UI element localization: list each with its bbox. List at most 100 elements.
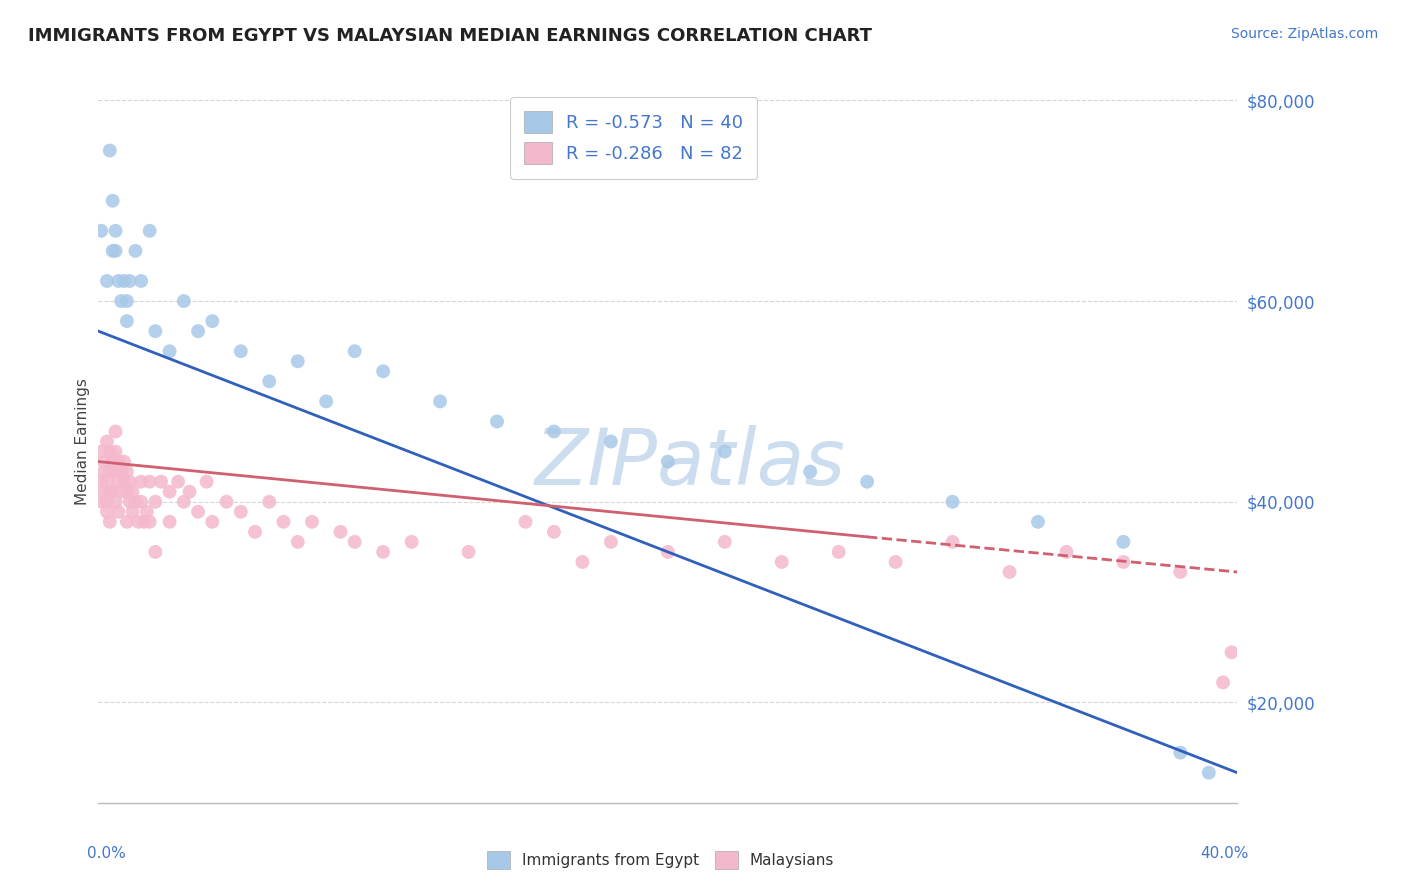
Point xyxy=(657,454,679,469)
Point xyxy=(138,475,160,489)
Point xyxy=(884,555,907,569)
Point xyxy=(118,274,141,288)
Point xyxy=(124,494,146,508)
Point xyxy=(173,293,195,308)
Point xyxy=(93,454,115,469)
Text: IMMIGRANTS FROM EGYPT VS MALAYSIAN MEDIAN EARNINGS CORRELATION CHART: IMMIGRANTS FROM EGYPT VS MALAYSIAN MEDIA… xyxy=(28,27,872,45)
Point xyxy=(104,224,127,238)
Point xyxy=(343,344,366,359)
Point xyxy=(600,534,623,549)
Point xyxy=(856,475,879,489)
Point xyxy=(145,324,167,338)
Point xyxy=(104,444,127,458)
Point xyxy=(138,224,160,238)
Point xyxy=(486,414,509,428)
Point xyxy=(96,274,118,288)
Point xyxy=(315,394,337,409)
Point xyxy=(145,545,167,559)
Point xyxy=(115,515,138,529)
Point xyxy=(301,515,323,529)
Point xyxy=(1112,555,1135,569)
Point xyxy=(90,224,112,238)
Point xyxy=(96,505,118,519)
Point xyxy=(121,505,143,519)
Point xyxy=(1056,545,1078,559)
Legend: Immigrants from Egypt, Malaysians: Immigrants from Egypt, Malaysians xyxy=(481,845,841,875)
Point xyxy=(115,293,138,308)
Text: 40.0%: 40.0% xyxy=(1201,847,1249,861)
Point xyxy=(714,534,737,549)
Point xyxy=(135,505,157,519)
Point xyxy=(287,534,309,549)
Point xyxy=(828,545,851,559)
Point xyxy=(1026,515,1049,529)
Point xyxy=(115,314,138,328)
Point xyxy=(90,444,112,458)
Point xyxy=(373,364,395,378)
Point xyxy=(457,545,479,559)
Point xyxy=(543,524,565,539)
Point xyxy=(101,484,124,499)
Point xyxy=(107,454,129,469)
Point xyxy=(229,344,252,359)
Point xyxy=(600,434,623,449)
Text: Source: ZipAtlas.com: Source: ZipAtlas.com xyxy=(1230,27,1378,41)
Point xyxy=(173,494,195,508)
Point xyxy=(96,475,118,489)
Point xyxy=(101,244,124,258)
Point xyxy=(110,484,132,499)
Point xyxy=(110,465,132,479)
Point xyxy=(101,465,124,479)
Point xyxy=(145,494,167,508)
Point xyxy=(98,444,121,458)
Point xyxy=(115,465,138,479)
Point xyxy=(259,374,281,388)
Legend: R = -0.573   N = 40, R = -0.286   N = 82: R = -0.573 N = 40, R = -0.286 N = 82 xyxy=(510,96,758,178)
Point xyxy=(998,565,1021,579)
Point xyxy=(127,515,149,529)
Point xyxy=(98,515,121,529)
Point xyxy=(343,534,366,549)
Point xyxy=(714,444,737,458)
Point xyxy=(138,515,160,529)
Point xyxy=(799,465,821,479)
Point xyxy=(112,475,135,489)
Point xyxy=(201,515,224,529)
Point xyxy=(187,324,209,338)
Point xyxy=(942,534,965,549)
Point xyxy=(770,555,793,569)
Point xyxy=(187,505,209,519)
Point xyxy=(195,475,218,489)
Point xyxy=(129,274,152,288)
Point xyxy=(98,144,121,158)
Point xyxy=(104,465,127,479)
Text: ZIPatlas: ZIPatlas xyxy=(536,425,846,501)
Point xyxy=(179,484,201,499)
Point xyxy=(229,505,252,519)
Point xyxy=(159,484,181,499)
Point xyxy=(287,354,309,368)
Point xyxy=(107,475,129,489)
Point xyxy=(259,494,281,508)
Point xyxy=(90,475,112,489)
Point xyxy=(657,545,679,559)
Point xyxy=(129,475,152,489)
Point xyxy=(201,314,224,328)
Point xyxy=(118,494,141,508)
Point xyxy=(1212,675,1234,690)
Point xyxy=(112,454,135,469)
Point xyxy=(159,344,181,359)
Point xyxy=(167,475,190,489)
Point xyxy=(101,194,124,208)
Point xyxy=(1170,565,1192,579)
Point xyxy=(215,494,238,508)
Point xyxy=(112,274,135,288)
Point xyxy=(159,515,181,529)
Point xyxy=(429,394,451,409)
Point xyxy=(124,244,146,258)
Point xyxy=(1198,765,1220,780)
Point xyxy=(373,545,395,559)
Point xyxy=(104,244,127,258)
Point xyxy=(98,465,121,479)
Point xyxy=(104,425,127,439)
